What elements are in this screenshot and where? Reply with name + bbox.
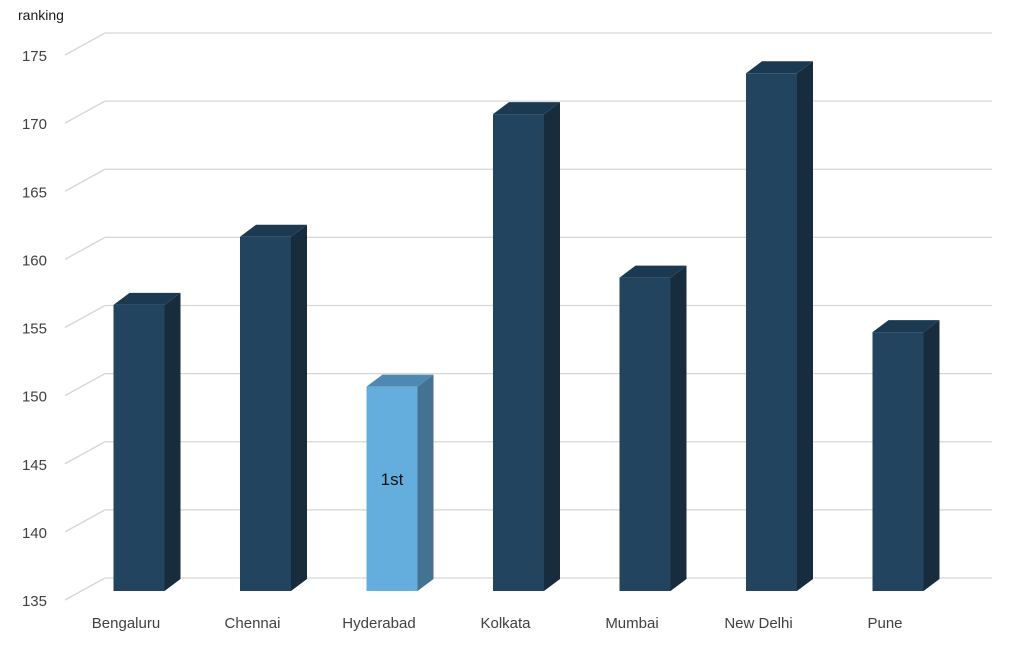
bar-top [493, 102, 560, 115]
bar-front [113, 304, 165, 591]
category-label: Mumbai [605, 615, 658, 632]
bar-top [746, 61, 813, 74]
y-axis-label: ranking [18, 7, 64, 23]
category-label: Bengaluru [92, 615, 160, 632]
gridline-diagonal [64, 168, 106, 192]
bar-side [923, 320, 940, 591]
y-tick-label: 155 [22, 321, 47, 338]
category-label: New Delhi [724, 615, 792, 632]
gridline-diagonal [64, 373, 106, 397]
bar-front [493, 114, 544, 591]
gridline-diagonal [64, 32, 106, 56]
category-labels: Bengaluru Chennai Hyderabad Kolkata Mumbai Ne… [92, 615, 903, 632]
bar-top [366, 374, 434, 387]
bar-kolkata [493, 102, 560, 591]
bar-side [291, 224, 307, 591]
gridline-diagonal [64, 577, 106, 601]
bar-pune [872, 320, 940, 591]
bar-chennai [240, 224, 307, 591]
bar-side [670, 265, 687, 591]
bar-side [417, 374, 434, 591]
bar-side [544, 102, 560, 591]
bar-front [872, 332, 924, 591]
gridline-diagonal [64, 441, 106, 465]
y-tick-label: 175 [22, 48, 47, 65]
category-label: Chennai [225, 615, 281, 632]
bar-top [619, 265, 687, 278]
bar-mumbai [619, 265, 687, 591]
bar-top [872, 320, 940, 333]
y-tick-label: 170 [22, 116, 47, 133]
gridline-diagonal [64, 304, 106, 329]
y-tick-label: 165 [22, 184, 47, 201]
y-tick-label: 145 [22, 457, 47, 474]
y-tick-label: 150 [22, 389, 47, 406]
data-labels: 1st [381, 470, 404, 489]
y-tick-label: 135 [22, 593, 47, 610]
gridline-diagonal [64, 509, 106, 533]
bar-front [240, 236, 291, 591]
bar-hyderabad [366, 374, 434, 591]
bar-top [240, 224, 307, 237]
bar-top [113, 292, 181, 305]
y-tick-label: 160 [22, 252, 47, 269]
gridline-diagonal [64, 100, 106, 124]
bar-front [619, 277, 671, 591]
gridline-diagonal [64, 236, 106, 260]
category-label: Kolkata [480, 615, 531, 632]
category-label: Hyderabad [342, 615, 415, 632]
bar-side [164, 292, 181, 591]
bar-front [366, 386, 418, 591]
bar-new-delhi [746, 61, 813, 591]
y-tick-labels: 135 140 145 150 155 160 165 170 175 [22, 48, 47, 610]
bar-bengaluru [113, 292, 181, 591]
data-label: 1st [381, 470, 404, 489]
bar-side [797, 61, 813, 591]
y-tick-label: 140 [22, 525, 47, 542]
bars [113, 61, 940, 591]
bar-front [746, 73, 797, 591]
category-label: Pune [867, 615, 902, 632]
